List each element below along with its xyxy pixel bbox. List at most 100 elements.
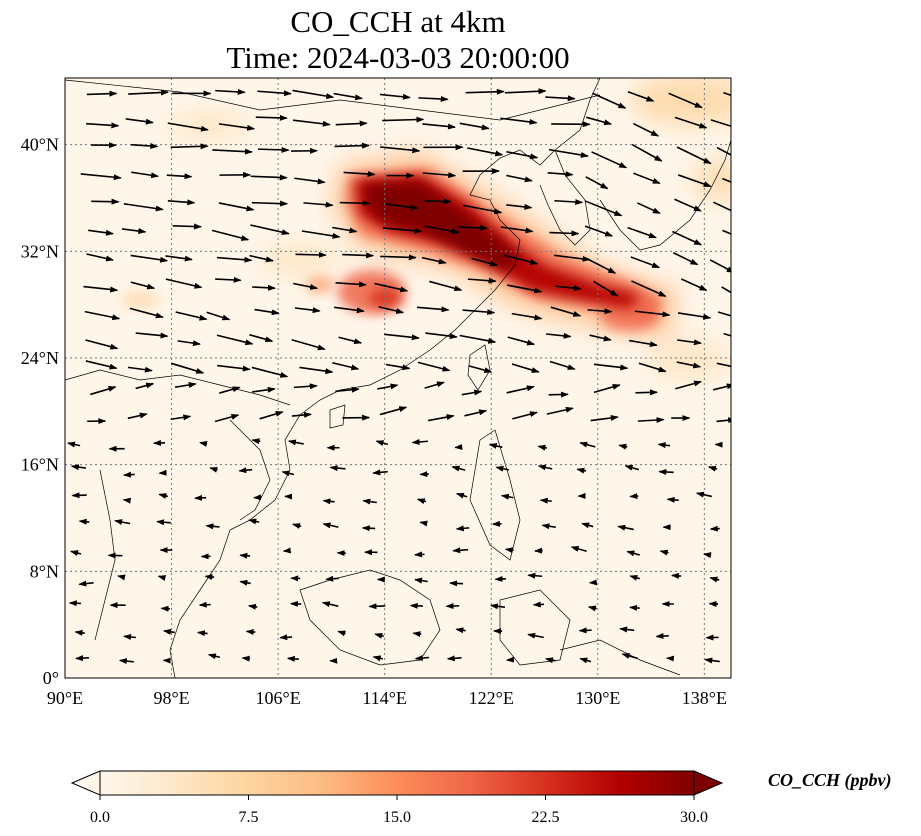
- wind-arrow: [488, 443, 503, 449]
- wind-arrow: [123, 202, 164, 212]
- wind-arrow: [541, 523, 556, 530]
- wind-arrow: [251, 438, 261, 445]
- wind-arrow: [455, 492, 468, 499]
- wind-arrow: [74, 629, 85, 636]
- wind-arrow: [465, 88, 505, 95]
- wind-arrow: [209, 466, 218, 473]
- wind-arrow: [292, 119, 331, 127]
- wind-arrow: [593, 280, 619, 297]
- wind-arrow: [170, 362, 205, 374]
- wind-arrow: [463, 204, 503, 215]
- wind-arrow: [570, 546, 587, 552]
- wind-arrow: [291, 338, 326, 351]
- wind-arrow: [677, 339, 702, 346]
- wind-arrow: [546, 406, 574, 415]
- wind-arrow: [255, 114, 288, 121]
- latitude-tick-labels: 0° 8°N 16°N 24°N 32°N 40°N: [21, 135, 59, 688]
- wind-arrow: [419, 520, 428, 527]
- wind-arrow: [586, 116, 613, 126]
- wind-arrow: [446, 655, 462, 662]
- colorbar-label: CO_CCH (ppbv): [768, 770, 892, 790]
- wind-arrow: [250, 224, 290, 236]
- wind-arrow: [135, 382, 155, 390]
- lon-tick-label: 106°E: [256, 688, 301, 708]
- wind-arrow: [424, 225, 460, 235]
- wind-arrow: [335, 386, 360, 393]
- colorbar-under-extend: [70, 770, 101, 796]
- wind-arrow: [248, 518, 260, 525]
- wind-arrow: [362, 498, 377, 505]
- wind-arrow: [83, 285, 119, 293]
- wind-arrow: [205, 523, 220, 530]
- wind-arrow: [422, 123, 456, 130]
- wind-arrow: [703, 552, 712, 559]
- wind-arrow: [160, 605, 170, 612]
- wind-arrow: [217, 364, 251, 372]
- wind-arrow: [619, 626, 635, 633]
- map-frame: [64, 77, 732, 679]
- wind-arrow: [172, 223, 203, 230]
- lat-tick-label: 32°N: [21, 241, 59, 261]
- wind-arrow: [709, 576, 720, 583]
- wind-arrow: [218, 123, 256, 131]
- wind-arrow: [449, 580, 464, 587]
- wind-arrow: [196, 630, 208, 637]
- wind-arrow: [156, 519, 171, 526]
- wind-arrow: [380, 254, 417, 261]
- wind-arrow: [75, 655, 90, 662]
- wind-arrow: [84, 310, 121, 321]
- wind-arrow: [668, 92, 703, 109]
- wind-arrow: [593, 383, 621, 394]
- wind-arrow: [716, 362, 731, 368]
- wind-arrow: [587, 605, 597, 612]
- wind-arrow: [425, 332, 458, 340]
- lat-tick-label: 40°N: [21, 135, 59, 155]
- wind-arrow: [257, 90, 292, 97]
- wind-arrow: [500, 493, 514, 500]
- wind-vectors: [67, 88, 731, 665]
- wind-arrow: [658, 468, 674, 475]
- wind-arrow: [88, 229, 114, 236]
- wind-arrow: [585, 176, 609, 190]
- wind-arrow: [459, 334, 497, 344]
- wind-arrow: [506, 174, 533, 183]
- wind-arrow: [170, 414, 192, 421]
- wind-arrow: [241, 655, 251, 662]
- colorbar-gradient: [99, 770, 695, 796]
- wind-arrow: [587, 308, 613, 315]
- wind-arrow: [174, 382, 197, 388]
- wind-arrow: [579, 657, 592, 664]
- wind-arrow: [676, 146, 712, 165]
- wind-arrow: [239, 552, 251, 559]
- wind-arrow: [677, 174, 712, 188]
- wind-arrow: [550, 306, 582, 317]
- wind-arrow: [219, 386, 241, 394]
- wind-arrow: [704, 657, 720, 664]
- wind-arrow: [490, 603, 506, 610]
- colorbar-tick-label: 15.0: [383, 809, 411, 826]
- wind-arrow: [170, 143, 209, 150]
- wind-arrow: [128, 89, 169, 96]
- wind-arrow: [249, 254, 274, 263]
- wind-arrow: [500, 117, 538, 125]
- wind-arrow: [506, 385, 535, 394]
- wind-arrow: [339, 200, 371, 207]
- wind-arrow: [85, 339, 119, 350]
- wind-arrow: [707, 465, 718, 472]
- wind-arrow: [506, 284, 543, 294]
- wind-arrow: [429, 280, 463, 292]
- wind-arrow: [385, 203, 419, 211]
- wind-arrow: [633, 122, 660, 137]
- wind-arrow: [382, 227, 423, 234]
- wind-arrow: [114, 519, 131, 525]
- wind-arrow: [215, 88, 246, 95]
- wind-arrow: [199, 440, 208, 447]
- wind-arrow: [135, 332, 169, 339]
- wind-arrow: [91, 198, 120, 205]
- wind-arrow: [334, 142, 371, 149]
- wind-arrow: [549, 230, 580, 237]
- wind-arrow: [409, 602, 423, 609]
- wind-arrow: [218, 202, 255, 212]
- wind-arrow: [677, 312, 712, 320]
- wind-arrow: [292, 523, 302, 529]
